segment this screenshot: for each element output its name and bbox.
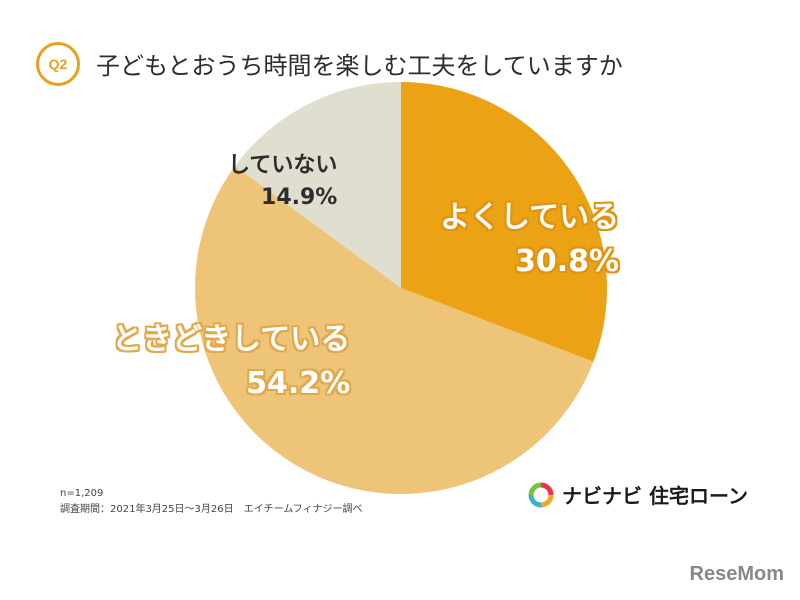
- slice-label-sometimes-value: 54.2%: [246, 366, 351, 401]
- watermark-logo: ReseMom: [689, 563, 784, 585]
- slice-label-not-value: 14.9%: [261, 185, 338, 210]
- pie-slice-not: [234, 82, 401, 288]
- slice-label-often-name: よくしている: [440, 200, 620, 235]
- slice-label-sometimes-name: ときどきしている: [112, 322, 351, 357]
- logo-text: ナビナビ 住宅ローン: [562, 484, 748, 508]
- logo-ring-segment-4: [528, 482, 542, 495]
- survey-period: 調査期間：2021年3月25日〜3月26日 エイチームフィナジー調べ: [60, 504, 363, 515]
- slice-label-often: よくしている 30.8%: [440, 196, 619, 284]
- logo-ring-segment-1: [540, 482, 554, 495]
- pie-slice-often: [401, 82, 607, 362]
- logo-ring-icon: [528, 482, 554, 507]
- question-badge: Q2: [36, 42, 80, 86]
- pie-slice-sometimes: [195, 166, 594, 494]
- footnote: n=1,209 調査期間：2021年3月25日〜3月26日 エイチームフィナジー…: [60, 486, 363, 518]
- slice-label-often-value: 30.8%: [515, 244, 620, 279]
- chart-title: 子どもとおうち時間を楽しむ工夫をしていますか: [96, 52, 623, 80]
- slice-label-not: していない 14.9%: [228, 150, 337, 214]
- logo-ring-segment-3: [528, 494, 542, 507]
- header: Q2 子どもとおうち時間を楽しむ工夫をしていますか: [36, 38, 776, 88]
- logo-ring-segment-2: [540, 494, 554, 507]
- slice-label-not-name: していない: [228, 153, 338, 178]
- sample-size: n=1,209: [60, 488, 104, 499]
- slice-label-sometimes: ときどきしている 54.2%: [112, 318, 350, 406]
- brand-logo: ナビナビ 住宅ローン: [528, 480, 748, 509]
